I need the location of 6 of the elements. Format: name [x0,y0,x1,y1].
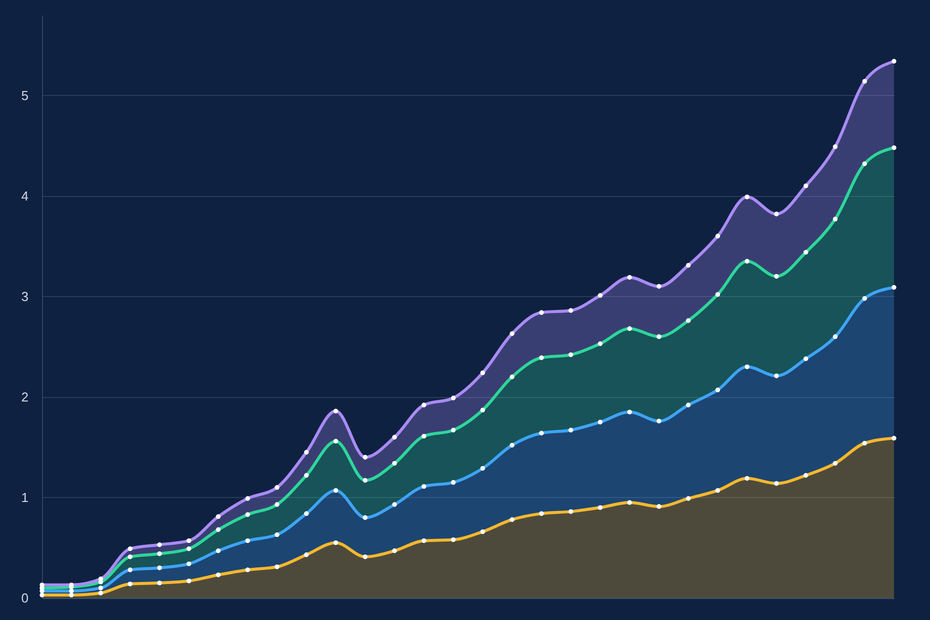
y-tick-label: 2 [21,389,28,404]
y-tick-label: 1 [21,490,28,505]
y-tick-label: 0 [21,590,28,606]
y-tick-label: 4 [21,188,28,204]
y-tick-label: 5 [21,88,28,103]
y-tick-label: 3 [21,288,28,304]
